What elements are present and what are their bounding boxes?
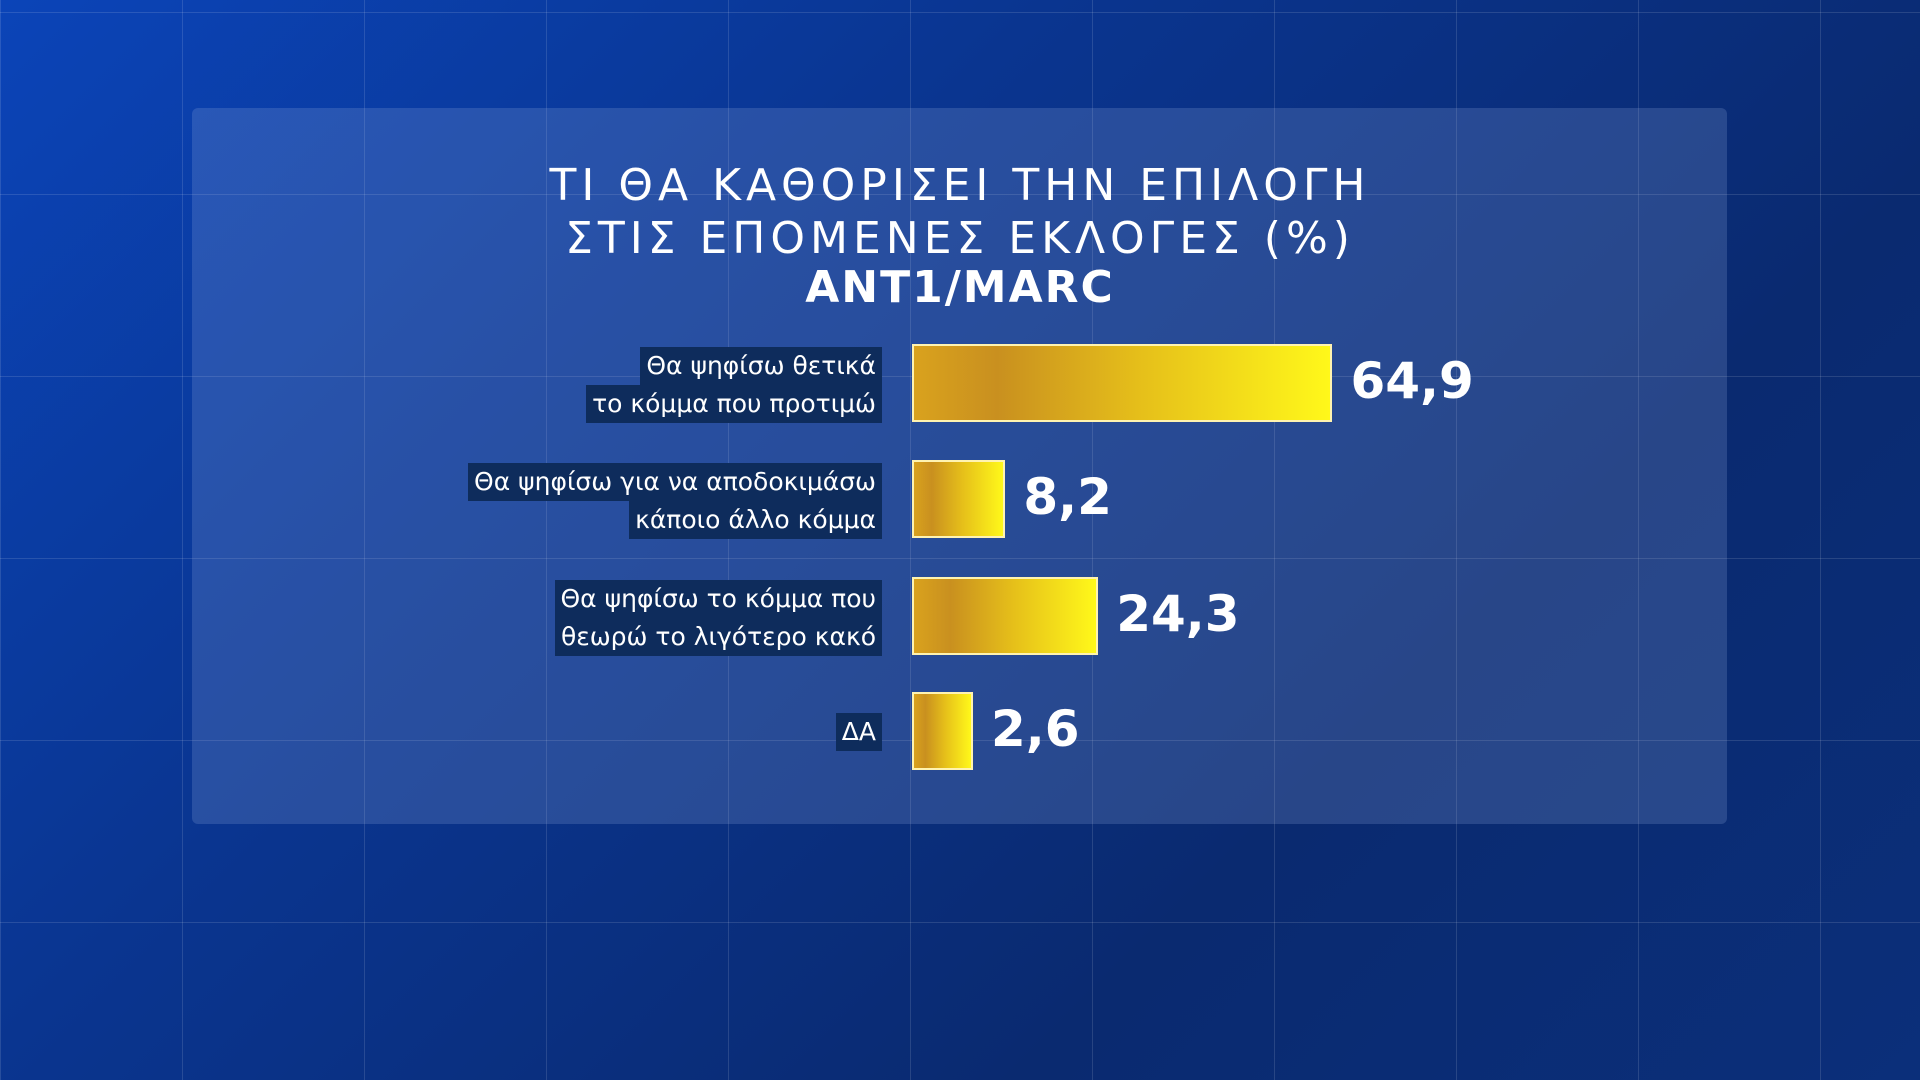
category-label-line: Θα ψηφίσω το κόμμα που [554,580,882,618]
category-label-line: κάποιο άλλο κόμμα [629,501,882,539]
category-label: ΔΑ [835,713,882,751]
chart-title-line-2: ΣΤΙΣ ΕΠΟΜΕΝΕΣ ΕΚΛΟΓΕΣ (%) [565,213,1355,264]
category-label-line: θεωρώ το λιγότερο κακό [554,618,882,656]
bar [912,460,1006,538]
data-label: 2,6 [991,700,1080,758]
category-label-line: ΔΑ [835,713,882,751]
bar [912,344,1333,422]
bar [912,577,1099,655]
data-label: 8,2 [1023,468,1112,526]
category-label: Θα ψηφίσω το κόμμα που θεωρώ το λιγότερο … [554,580,882,656]
category-label: Θα ψηφίσω για να αποδοκιμάσω κάποιο άλλο … [468,463,882,539]
data-label: 24,3 [1116,585,1240,643]
chart-source: ANT1/MARC [805,262,1115,313]
data-label: 64,9 [1350,352,1474,410]
category-label-line: το κόμμα που προτιμώ [586,385,882,423]
chart-title-line-1: ΤΙ ΘΑ ΚΑΘΟΡΙΣΕΙ ΤΗΝ ΕΠΙΛΟΓΗ [549,160,1371,211]
bar [912,692,973,770]
category-label: Θα ψηφίσω θετικά το κόμμα που προτιμώ [586,347,882,423]
category-label-line: Θα ψηφίσω θετικά [640,347,882,385]
category-label-line: Θα ψηφίσω για να αποδοκιμάσω [468,463,882,501]
